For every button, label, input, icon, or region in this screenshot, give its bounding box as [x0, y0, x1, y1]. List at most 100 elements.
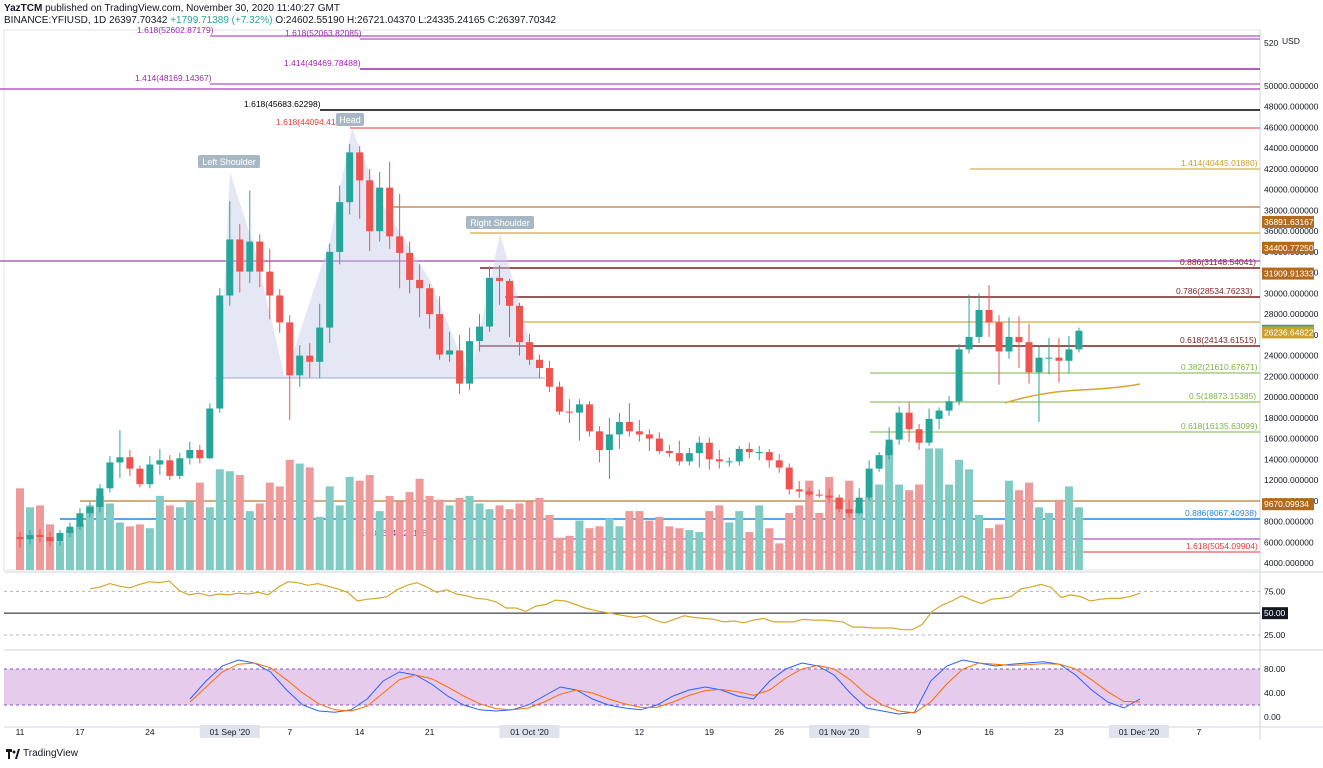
candle-body — [605, 434, 613, 450]
candle-body — [96, 488, 104, 508]
time-tick-label: 12 — [635, 727, 645, 737]
volume-bar — [635, 511, 644, 570]
volume-bar — [815, 513, 824, 570]
volume-bar — [1064, 486, 1073, 570]
month-tick-bg — [199, 725, 260, 738]
fib-level-label: 0.618(24143.61515) — [1180, 335, 1257, 345]
volume-bar — [265, 482, 274, 570]
candle-body — [496, 277, 504, 281]
fib-level-label: 1.414(40445.01880) — [1181, 158, 1258, 168]
volume-bar — [1054, 499, 1063, 570]
volume-bar — [825, 476, 834, 570]
volume-bar — [735, 511, 744, 570]
candle-body — [196, 449, 204, 459]
volume-bar — [365, 475, 374, 570]
stoch-tick-label: 0.00 — [1264, 712, 1281, 722]
volume-bar — [415, 478, 424, 570]
volume-bar — [935, 448, 944, 570]
candle-body — [126, 457, 134, 469]
price-tag-label: 31909.91333 — [1264, 269, 1314, 279]
volume-bar — [215, 469, 224, 570]
price-change: +1799.71389 (+7.32%) — [170, 15, 273, 26]
candle-body — [555, 386, 563, 412]
candle-body — [775, 460, 783, 468]
candle-body — [296, 355, 304, 376]
volume-bar — [495, 505, 504, 570]
candle-body — [945, 401, 953, 411]
volume-bar — [1024, 482, 1033, 570]
candle-body — [166, 460, 174, 476]
candle-body — [346, 152, 354, 203]
volume-bar — [535, 497, 544, 570]
price-tag-label: 34400.77250 — [1264, 243, 1314, 253]
price-tick-label: 38000.000000 — [1264, 205, 1319, 215]
candle-body — [615, 421, 623, 435]
fib-level-label: 0.5(18873.15385) — [1189, 391, 1256, 401]
price-tag-label: 9670.09934 — [1264, 499, 1309, 509]
candle-body — [256, 241, 264, 272]
volume-bar — [685, 530, 694, 570]
candle-body — [675, 453, 683, 462]
left-shoulder-label: Left Shoulder — [202, 157, 256, 167]
published-text: published on TradingView.com, November 3… — [45, 3, 340, 14]
candle-body — [545, 368, 553, 387]
tradingview-brand: TradingView — [23, 748, 79, 759]
volume-bar — [375, 511, 384, 570]
time-tick-label: 19 — [705, 727, 715, 737]
candle-body — [745, 448, 753, 453]
fib-level-label: 0.786(28534.76233) — [1176, 286, 1253, 296]
volume-bar — [655, 516, 664, 570]
price-tick-top: 520 — [1264, 38, 1278, 48]
price-tag — [1262, 498, 1314, 511]
candle-body — [386, 187, 394, 237]
volume-bar — [715, 505, 724, 570]
price-tick-label: 46000.000000 — [1264, 122, 1319, 132]
volume-bar — [225, 471, 234, 570]
candle-body — [1055, 357, 1063, 361]
fib-level-label: 1.414(48169.14367) — [135, 73, 212, 83]
volume-bar — [875, 484, 884, 570]
candle-body — [695, 442, 703, 454]
tradingview-logo[interactable]: TradingView — [6, 748, 78, 759]
candle-body — [825, 495, 833, 498]
time-tick-label: 01 Sep '20 — [210, 727, 251, 737]
candle-body — [525, 342, 533, 360]
time-tick-label: 21 — [425, 727, 435, 737]
right-shoulder-label: Right Shoulder — [470, 218, 530, 228]
volume-bar — [765, 528, 774, 570]
candle-body — [715, 459, 723, 462]
candle-body — [855, 497, 863, 514]
head-and-shoulders-pattern — [215, 128, 545, 379]
candle-body — [206, 408, 214, 459]
last-price: 26397.70342 — [109, 15, 168, 26]
price-tick-label: 42000.000000 — [1264, 164, 1319, 174]
price-tick-label: 28000.000000 — [1264, 309, 1319, 319]
volume-bar — [195, 482, 204, 570]
candle-body — [1065, 349, 1073, 361]
candle-body — [26, 535, 34, 540]
volume-bar — [125, 526, 134, 570]
candle-body — [905, 412, 913, 430]
candle-body — [875, 455, 883, 469]
candle-body — [16, 537, 24, 540]
tradingview-logo-icon — [6, 748, 20, 759]
fib-level-label: 1.618(52602.87179) — [137, 25, 214, 35]
volume-bar — [185, 501, 194, 570]
price-tick-label: 44000.000000 — [1264, 143, 1319, 153]
time-tick-label: 26 — [775, 727, 785, 737]
candle-body — [186, 449, 194, 459]
volume-bar — [605, 518, 614, 570]
volume-bar — [175, 507, 184, 570]
volume-bar — [235, 475, 244, 570]
moving-average — [1004, 383, 1141, 404]
left-shoulder-shape — [220, 172, 285, 378]
volume-bar — [295, 463, 304, 570]
volume-bar — [315, 516, 324, 570]
candle-body — [446, 350, 454, 355]
fib-level-label: 1.618(45683.62298) — [244, 99, 321, 109]
price-tag-label: 26236.64822 — [1264, 327, 1314, 337]
time-axis[interactable]: 11 17 24 01 Sep '20 7 14 21 01 Oct '20 12 19 26 01 … — [16, 725, 1202, 738]
candle-body — [46, 537, 54, 542]
price-axis[interactable]: USD 520 4000.000000 6000.000000 8000.000000 1… — [1262, 36, 1319, 568]
